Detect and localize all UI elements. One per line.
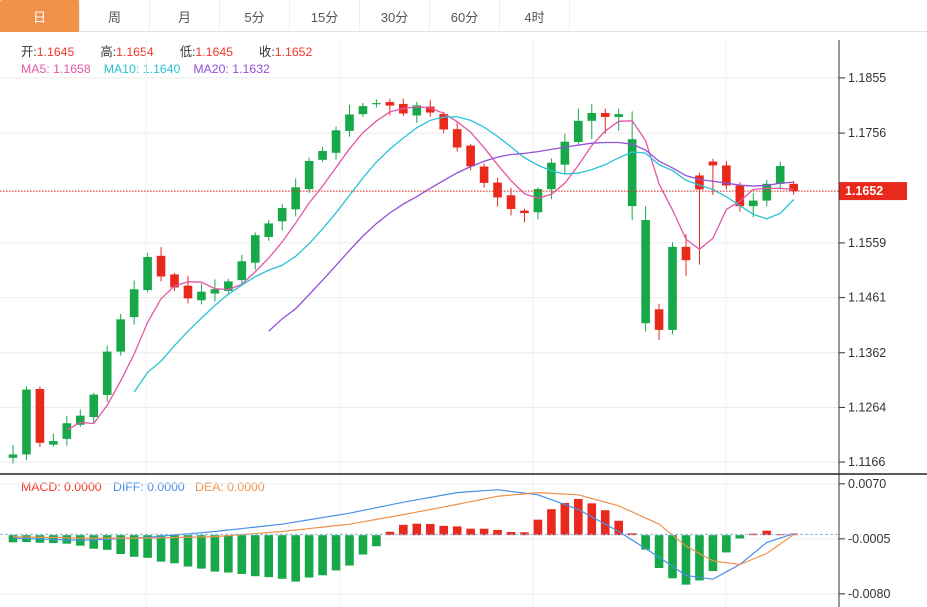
svg-text:1.1362: 1.1362	[848, 346, 886, 360]
svg-text:1.1756: 1.1756	[848, 126, 886, 140]
svg-text:-0.0005: -0.0005	[848, 532, 890, 546]
svg-text:0.0070: 0.0070	[848, 477, 886, 491]
svg-text:1.1264: 1.1264	[848, 400, 886, 414]
svg-text:1.1652: 1.1652	[845, 184, 883, 198]
svg-text:1.1166: 1.1166	[848, 455, 885, 469]
svg-text:-0.0080: -0.0080	[848, 587, 890, 601]
svg-text:1.1559: 1.1559	[848, 236, 886, 250]
svg-text:1.1855: 1.1855	[848, 71, 886, 85]
svg-text:1.1461: 1.1461	[848, 291, 886, 305]
